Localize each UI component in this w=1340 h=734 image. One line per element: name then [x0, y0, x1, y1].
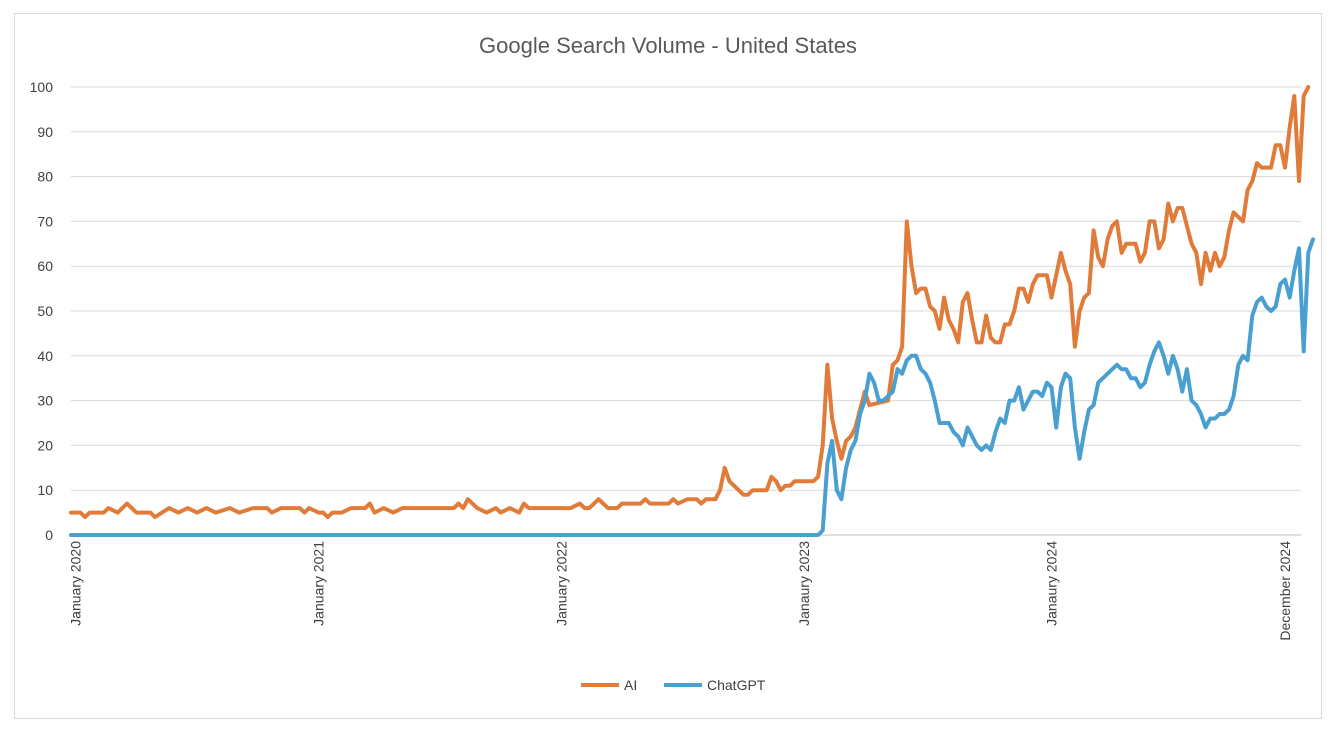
y-tick-label: 60: [37, 258, 53, 274]
y-tick-label: 70: [37, 213, 53, 229]
legend: AI ChatGPT: [581, 677, 766, 693]
y-tick-label: 100: [30, 79, 54, 95]
y-tick-label: 20: [37, 437, 53, 453]
x-tick-label: January 2021: [310, 541, 326, 626]
y-tick-label: 80: [37, 169, 53, 185]
y-tick-label: 30: [37, 393, 53, 409]
x-tick-label: Janaury 2024: [1044, 541, 1060, 626]
series-line-chatgpt: [69, 237, 1315, 537]
y-tick-label: 10: [37, 482, 53, 498]
y-axis-tick-labels: 0 10 20 30 40 50 60 70 80 90 100: [30, 79, 54, 543]
x-tick-label: Janaury 2023: [796, 541, 812, 626]
y-tick-label: 90: [37, 124, 53, 140]
y-tick-label: 0: [45, 527, 53, 543]
legend-label-ai: AI: [624, 677, 637, 693]
gridlines: [71, 86, 1301, 536]
series-lines: [69, 85, 1315, 537]
y-tick-label: 40: [37, 348, 53, 364]
x-tick-label: January 2020: [68, 541, 84, 626]
x-tick-label: January 2022: [553, 541, 569, 626]
line-chart: Google Search Volume - United States 0 10…: [30, 33, 1315, 693]
chart-frame: Google Search Volume - United States 0 10…: [14, 13, 1322, 719]
y-tick-label: 50: [37, 303, 53, 319]
chart-title: Google Search Volume - United States: [479, 33, 857, 58]
series-line-ai: [69, 85, 1311, 520]
x-tick-label: December 2024: [1277, 541, 1293, 641]
x-axis-tick-labels: January 2020 January 2021 January 2022 Jana…: [68, 541, 1293, 641]
legend-label-chatgpt: ChatGPT: [707, 677, 766, 693]
